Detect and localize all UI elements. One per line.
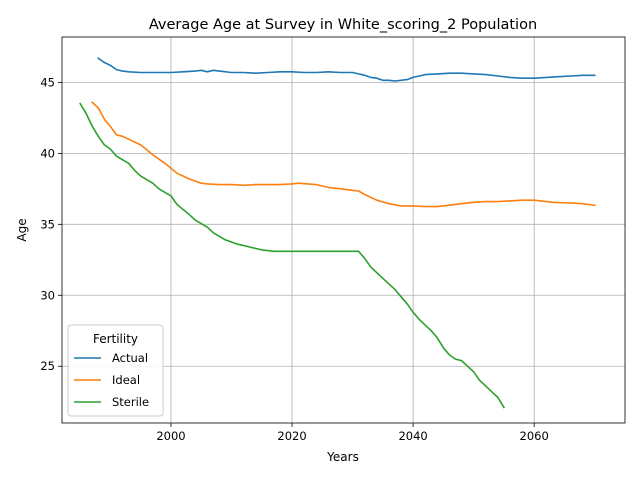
y-tick-label: 30 xyxy=(40,288,55,302)
legend-box xyxy=(67,324,164,417)
chart-title: Average Age at Survey in White_scoring_2… xyxy=(149,17,537,33)
x-tick-label: 2040 xyxy=(398,429,427,443)
legend: Fertility Actual Ideal Sterile xyxy=(67,324,164,417)
x-tick-label: 2020 xyxy=(277,429,306,443)
x-tick-label: 2060 xyxy=(520,429,549,443)
grid xyxy=(62,37,625,423)
x-axis-label: Years xyxy=(326,450,359,464)
legend-label-sterile: Sterile xyxy=(112,395,149,409)
series-line-actual xyxy=(97,57,596,82)
series-line-sterile xyxy=(79,102,505,409)
legend-title: Fertility xyxy=(93,332,138,346)
y-tick-label: 35 xyxy=(40,217,55,231)
x-tick-label: 2000 xyxy=(156,429,185,443)
y-tick-label: 45 xyxy=(40,75,55,89)
axis-ticks: 2000 2020 2040 2060 25 30 35 40 45 xyxy=(40,75,548,443)
y-tick-label: 25 xyxy=(40,359,55,373)
series-lines xyxy=(79,57,596,409)
plot-frame xyxy=(61,36,626,424)
legend-label-ideal: Ideal xyxy=(112,373,140,387)
y-axis-label: Age xyxy=(15,218,29,241)
legend-label-actual: Actual xyxy=(112,351,148,365)
series-line-ideal xyxy=(91,101,596,208)
y-tick-label: 40 xyxy=(40,146,55,160)
